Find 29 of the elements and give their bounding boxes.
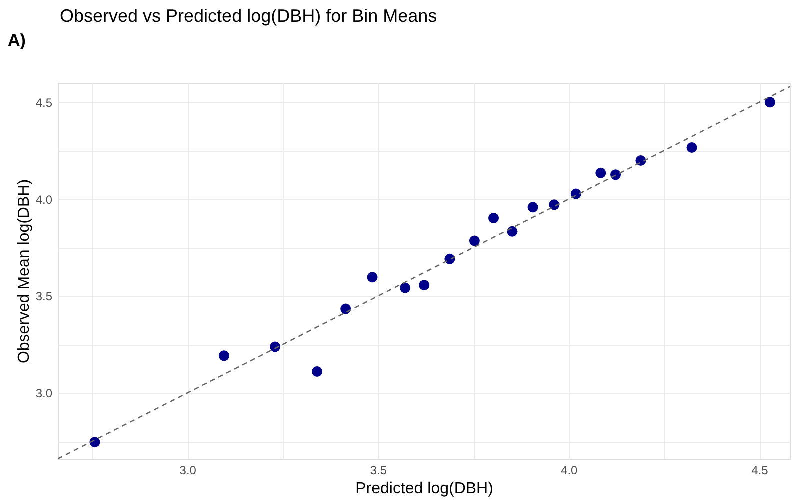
point — [270, 342, 281, 352]
y-axis-title: Observed Mean log(DBH) — [16, 179, 33, 364]
text: A) — [8, 31, 26, 50]
point — [528, 202, 538, 213]
point — [507, 226, 518, 237]
y-tick-label: 3.5 — [36, 290, 53, 304]
y-tick-label: 3.0 — [36, 386, 53, 401]
point — [90, 437, 100, 448]
y-tick-label: 4.0 — [36, 192, 53, 207]
point — [367, 272, 378, 283]
point — [570, 188, 582, 200]
chart-title: Observed vs Predicted log(DBH) for Bin Means — [60, 6, 438, 26]
point — [488, 213, 500, 224]
point — [312, 366, 322, 378]
point — [764, 97, 776, 108]
point — [596, 168, 606, 178]
point — [686, 142, 698, 153]
x-axis-title: Predicted log(DBH) — [356, 480, 494, 498]
y-tick-label: 4.5 — [36, 96, 53, 110]
x-tick-label: 3.5 — [370, 464, 388, 478]
point — [419, 280, 430, 291]
x-tick-label: 4.5 — [752, 464, 769, 478]
point — [400, 282, 411, 294]
point — [469, 236, 480, 246]
x-tick-label: 3.0 — [180, 464, 197, 478]
point — [218, 350, 230, 362]
point — [340, 304, 352, 314]
x-tick-label: 4.0 — [561, 464, 578, 478]
point — [636, 155, 646, 166]
